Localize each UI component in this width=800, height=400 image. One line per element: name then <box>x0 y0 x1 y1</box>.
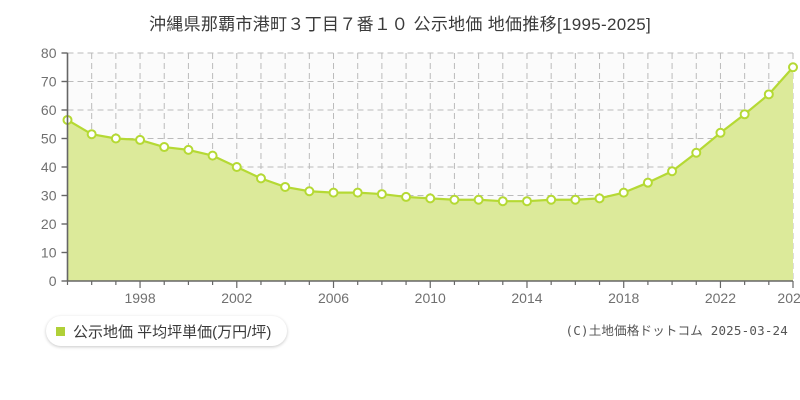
svg-text:2006: 2006 <box>318 290 349 306</box>
axes <box>61 52 794 288</box>
svg-text:80: 80 <box>41 45 57 61</box>
svg-text:10: 10 <box>41 245 57 261</box>
page-title: 沖縄県那覇市港町３丁目７番１０ 公示地価 地価推移[1995-2025] <box>149 15 651 34</box>
svg-text:2022: 2022 <box>705 290 736 306</box>
svg-text:2002: 2002 <box>221 290 252 306</box>
svg-text:60: 60 <box>41 102 57 118</box>
svg-text:20: 20 <box>41 216 57 232</box>
copyright-credit: (C)土地価格ドットコム 2025-03-24 <box>565 323 788 338</box>
legend-label: 公示地価 平均坪単価(万円/坪) <box>73 323 272 341</box>
svg-text:2025: 2025 <box>777 290 800 306</box>
chart-legend: 公示地価 平均坪単価(万円/坪) <box>46 316 288 346</box>
y-axis-tick-labels: 0 10 20 30 40 50 60 70 80 <box>41 45 57 289</box>
data-markers <box>62 62 798 207</box>
svg-text:30: 30 <box>41 188 57 204</box>
legend-swatch-icon <box>56 326 65 336</box>
svg-text:40: 40 <box>41 159 57 175</box>
svg-text:50: 50 <box>41 131 57 147</box>
svg-text:70: 70 <box>41 74 57 90</box>
svg-text:1998: 1998 <box>124 290 155 306</box>
x-axis-tick-labels: 1998 2002 2006 2010 2014 2018 2022 2025 <box>124 290 800 306</box>
svg-text:0: 0 <box>49 273 57 289</box>
area-fill <box>67 67 793 281</box>
svg-text:2018: 2018 <box>608 290 639 306</box>
svg-text:2010: 2010 <box>415 290 446 306</box>
svg-text:2014: 2014 <box>511 290 542 306</box>
